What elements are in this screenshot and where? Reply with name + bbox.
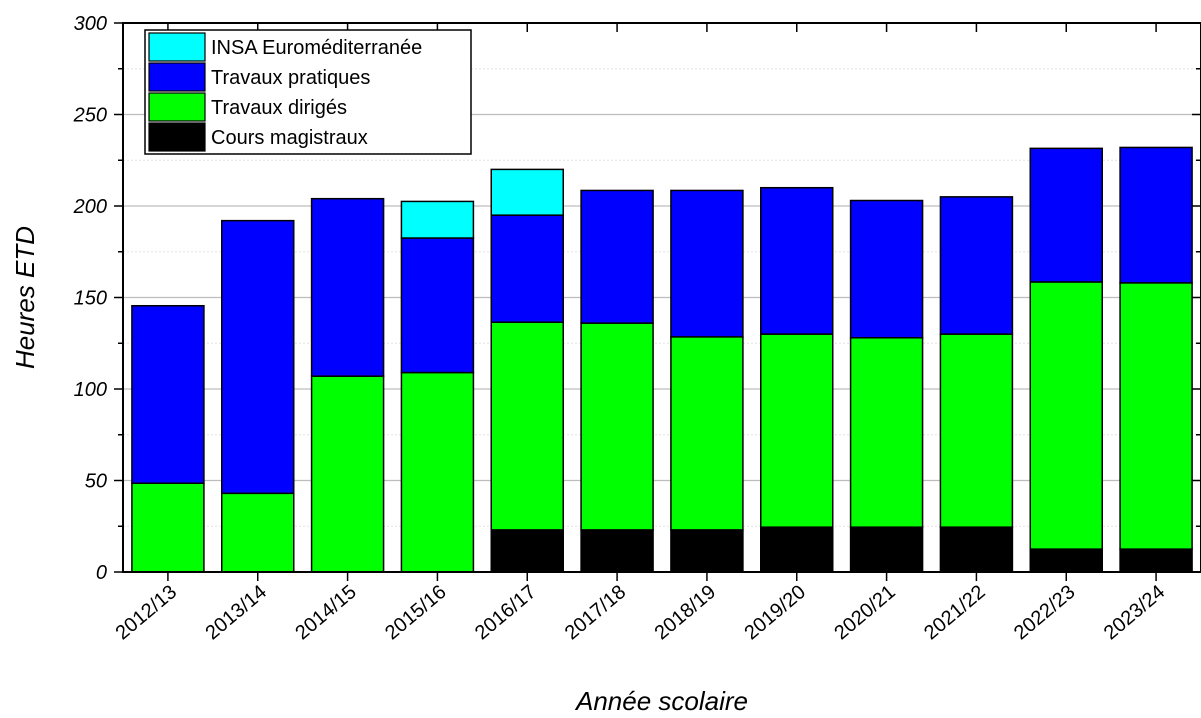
x-tick-label: 2016/17 — [471, 581, 541, 644]
bars — [131, 146, 1193, 573]
x-axis-title: Année scolaire — [574, 686, 748, 716]
legend-label: INSA Euroméditerranée — [211, 37, 422, 59]
x-tick-label: 2022/23 — [1010, 581, 1080, 644]
legend-swatch — [148, 92, 206, 122]
bar-segment — [221, 492, 295, 573]
bar-segment — [580, 529, 654, 573]
bar-segment — [939, 333, 1014, 528]
bar-segment — [1029, 281, 1103, 550]
x-tick-label: 2014/15 — [291, 581, 361, 644]
bar-segment — [670, 189, 744, 338]
x-tick-label: 2018/19 — [651, 581, 721, 644]
bar-segment — [939, 196, 1014, 335]
bar-segment — [1029, 147, 1103, 283]
y-axis: 0 50 100 150 200 250 300 — [73, 13, 1201, 584]
x-tick-label: 2019/20 — [740, 581, 810, 644]
bar-segment — [849, 199, 924, 339]
bar-segment — [490, 529, 564, 573]
x-tick-label: 2017/18 — [561, 581, 631, 644]
y-tick-label: 250 — [73, 105, 107, 127]
bar-segment — [670, 336, 744, 531]
bar-segment — [939, 526, 1014, 573]
legend: INSA Euroméditerranée Travaux pratiques Tr… — [144, 29, 472, 155]
bar-segment — [131, 482, 205, 573]
y-tick-label: 0 — [96, 562, 107, 584]
y-axis-title: Heures ETD — [10, 226, 40, 369]
y-tick-label: 200 — [73, 196, 107, 218]
y-tick-label: 50 — [85, 471, 107, 493]
bar-segment — [131, 304, 205, 484]
legend-swatch — [148, 32, 206, 62]
legend-swatch — [148, 62, 206, 92]
legend-label: Travaux dirigés — [211, 97, 347, 119]
bar-segment — [310, 197, 385, 377]
x-tick-label: 2023/24 — [1100, 581, 1170, 644]
x-tick-label: 2021/22 — [920, 581, 990, 644]
x-tick-label: 2015/16 — [381, 581, 451, 644]
bar-segment — [490, 168, 564, 216]
bar-segment — [310, 375, 385, 573]
bar-segment — [760, 333, 834, 528]
x-tick-label: 2013/14 — [201, 581, 271, 644]
bar-segment — [221, 219, 295, 495]
legend-swatch — [148, 122, 206, 152]
x-tick-label: 2020/21 — [830, 581, 900, 644]
bar-segment — [580, 189, 654, 324]
y-tick-label: 150 — [74, 288, 107, 310]
bar-segment — [760, 526, 834, 573]
bar-segment — [490, 214, 564, 323]
bar-segment — [849, 337, 924, 528]
bar-segment — [849, 526, 924, 573]
y-tick-label: 300 — [74, 13, 107, 35]
x-tick-label: 2012/13 — [112, 581, 182, 644]
bar-segment — [400, 237, 475, 374]
legend-label: Travaux pratiques — [211, 67, 370, 89]
bar-segment — [1119, 548, 1193, 573]
bar-segment — [1119, 282, 1193, 550]
bar-segment — [760, 186, 834, 335]
y-tick-label: 100 — [74, 379, 107, 401]
bar-segment — [490, 321, 564, 531]
bar-segment — [400, 371, 475, 573]
bar-segment — [400, 200, 475, 239]
legend-label: Cours magistraux — [211, 127, 368, 149]
bar-segment — [580, 322, 654, 531]
bar-segment — [670, 529, 744, 573]
bar-segment — [1119, 146, 1193, 284]
bar-segment — [1029, 548, 1103, 573]
